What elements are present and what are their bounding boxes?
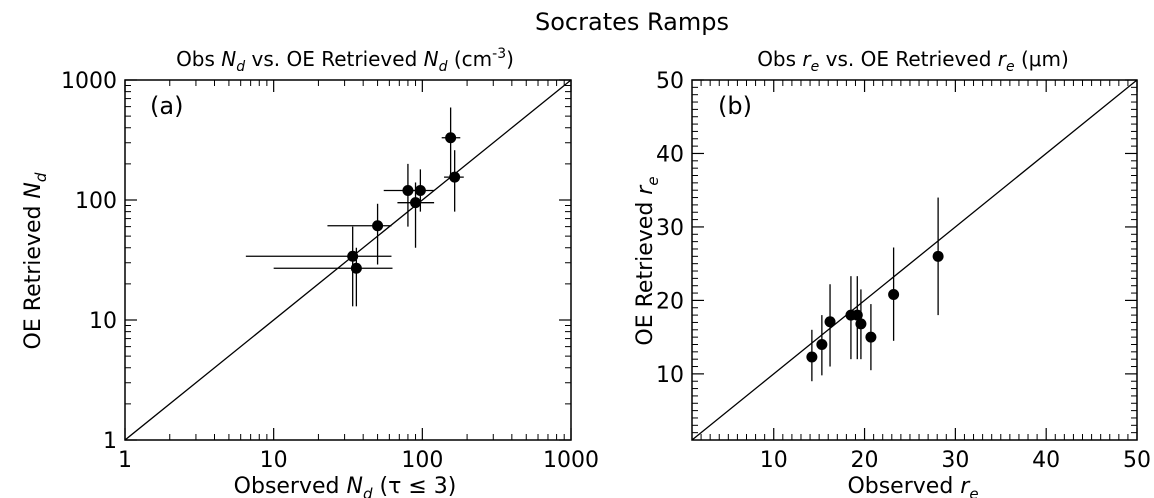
panel-a-data-point <box>449 171 461 183</box>
figure-title: Socrates Ramps <box>535 8 729 36</box>
panel-a-x-tick-label: 1000 <box>543 448 599 473</box>
panel-b-data-point <box>865 331 877 343</box>
panel-a-data-point <box>350 262 362 274</box>
panel-a-data-point <box>410 197 422 209</box>
panel-b-data-point <box>824 316 836 328</box>
panel-b-label: (b) <box>718 92 752 120</box>
panel-b-y-tick-label: 20 <box>656 289 684 314</box>
panel-b-data-point <box>855 318 867 330</box>
panel-a-y-tick-label: 10 <box>89 309 117 334</box>
panel-b-data-point <box>806 351 818 363</box>
panel-b-frame <box>691 79 1138 441</box>
panel-b-one-to-one-line <box>691 79 1138 441</box>
panel-a-title: Obs Nd vs. OE Retrieved Nd (cm-3) <box>176 46 514 75</box>
panel-a-x-tick-label: 1 <box>118 448 132 473</box>
panel-b-data-point <box>888 289 900 301</box>
panel-b-plot: 10 20 30 40 50 10 20 30 40 50 <box>656 69 1151 473</box>
panel-b-x-tick-label: 30 <box>941 448 969 473</box>
panel-a-y-tick-label: 100 <box>75 189 117 214</box>
panel-a-ylabel: OE Retrieved Nd <box>21 172 50 349</box>
panel-b-xlabel: Observed re <box>847 474 978 498</box>
panel-a: Obs Nd vs. OE Retrieved Nd (cm-3) Observ… <box>21 46 599 498</box>
panel-b-y-tick-label: 40 <box>656 142 684 167</box>
panel-b-data-point <box>932 250 944 262</box>
panel-a-data-point <box>372 220 384 232</box>
panel-a-frame <box>124 79 572 441</box>
panel-b-data-point <box>816 338 828 350</box>
panel-b-x-tick-label: 50 <box>1123 448 1151 473</box>
panel-a-data-point <box>414 184 426 196</box>
panel-b-y-tick-label: 30 <box>656 216 684 241</box>
panel-b: Obs re vs. OE Retrieved re (μm) Observed… <box>633 47 1151 498</box>
panel-b-data-point <box>851 309 863 321</box>
panel-a-plot: 1 10 100 1000 1 10 100 1000 <box>61 69 599 473</box>
panel-b-title: Obs re vs. OE Retrieved re (μm) <box>757 47 1069 75</box>
panel-a-y-tick-label: 1000 <box>61 69 117 94</box>
panel-a-data-point <box>347 250 359 262</box>
panel-b-y-tick-label: 50 <box>656 69 684 94</box>
panel-a-one-to-one-line <box>124 79 572 441</box>
panel-a-y-tick-label: 1 <box>103 429 117 454</box>
panel-a-label: (a) <box>150 92 183 120</box>
panel-a-x-tick-label: 100 <box>401 448 443 473</box>
panel-b-x-tick-label: 40 <box>1032 448 1060 473</box>
panel-a-data-point <box>445 132 457 144</box>
panel-b-x-tick-label: 10 <box>760 448 788 473</box>
panel-b-y-tick-label: 10 <box>656 363 684 388</box>
panel-b-x-tick-label: 20 <box>851 448 879 473</box>
panel-a-xlabel: Observed Nd (τ ≤ 3) <box>234 474 457 498</box>
panel-b-ylabel: OE Retrieved re <box>633 176 662 345</box>
panel-a-x-tick-label: 10 <box>260 448 288 473</box>
